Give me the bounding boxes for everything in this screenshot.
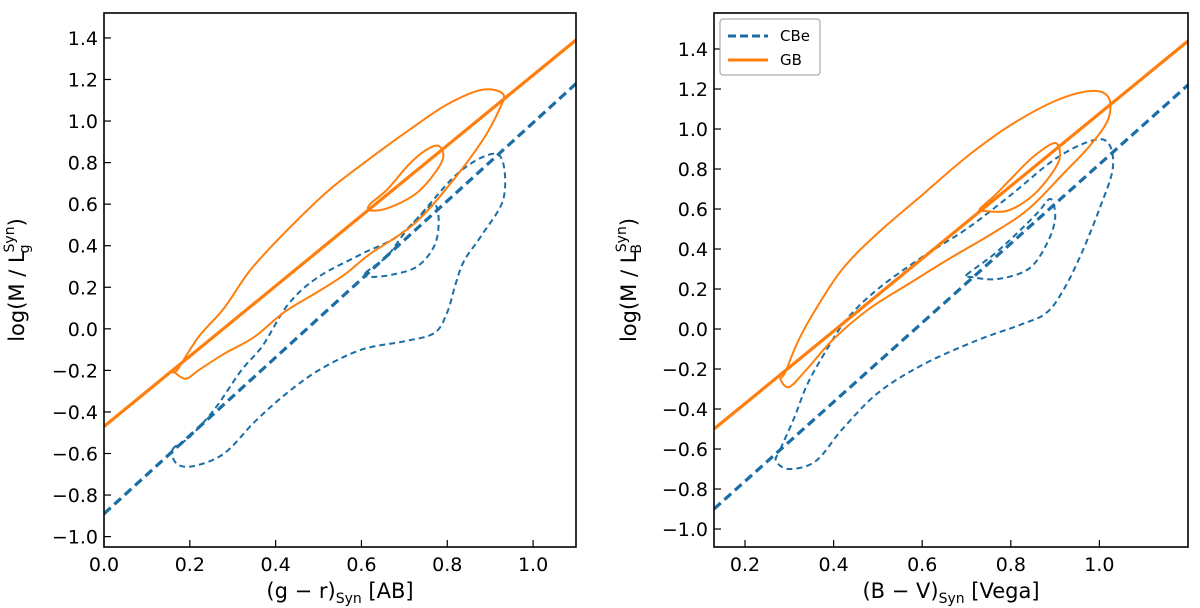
gb-contour-inner-left <box>366 144 445 212</box>
x-tick-label-right: 0.4 <box>818 554 848 576</box>
x-tick-label-right: 0.2 <box>730 554 760 576</box>
y-tick-label-right: 1.2 <box>678 79 708 101</box>
x-tick-label-left: 1.0 <box>518 554 548 576</box>
y-axis-label-right: log(M / LBSyn) <box>614 218 645 342</box>
x-axis-label-left: (g − r)Syn [AB] <box>266 579 413 607</box>
y-tick-label-left: 0.8 <box>68 153 98 175</box>
y-tick-label-left: 1.4 <box>68 28 98 50</box>
chart-left: 0.0 0.2 0.4 0.6 0.8 1.0 −1.0 −0.8 −0.6 −0.4 −0.2 0.… <box>2 12 577 607</box>
ticks-left: 0.0 0.2 0.4 0.6 0.8 1.0 −1.0 −0.8 −0.6 −0.4 −0.2 0.… <box>52 28 548 576</box>
x-tick-label-left: 0.4 <box>261 554 291 576</box>
y-tick-label-left: 1.0 <box>68 111 98 133</box>
y-axis-label-suffix-left: ) <box>5 218 29 226</box>
y-tick-label-left: 1.2 <box>68 69 98 91</box>
gb-contour-inner-right <box>978 142 1062 213</box>
gb-fit-line-left <box>104 38 576 428</box>
y-tick-label-right: −0.6 <box>662 439 708 461</box>
x-tick-label-right: 0.6 <box>907 554 937 576</box>
plot-area-right <box>714 39 1188 511</box>
y-axis-label-sup-right: Syn <box>614 226 630 252</box>
x-axis-label-suffix-left: [AB] <box>362 579 414 603</box>
y-axis-label-sub-right: B <box>629 244 645 253</box>
cbe-contour-inner-left <box>363 203 440 278</box>
y-tick-label-left: 0.2 <box>68 277 98 299</box>
y-axis-label-sub-left: g <box>17 244 33 253</box>
y-tick-label-right: 0.6 <box>678 199 708 221</box>
y-tick-label-left: 0.4 <box>68 236 98 258</box>
x-axis-label-suffix-right: [Vega] <box>965 579 1040 603</box>
cbe-contour-outer-left <box>170 152 507 468</box>
cbe-fit-line-left <box>104 82 576 515</box>
x-tick-label-left: 0.8 <box>432 554 462 576</box>
y-tick-label-right: −0.4 <box>662 399 708 421</box>
chart-right: 0.2 0.4 0.6 0.8 1.0 −1.0 −0.8 −0.6 −0.4 −0.2 0.0 0.… <box>614 12 1189 607</box>
x-axis-label-sub-left: Syn <box>336 591 362 607</box>
y-tick-label-left: −0.2 <box>52 360 98 382</box>
y-tick-label-left: 0.6 <box>68 194 98 216</box>
y-tick-label-right: −1.0 <box>662 519 708 541</box>
x-tick-label-left: 0.6 <box>346 554 376 576</box>
axes-frame-right <box>713 12 1189 548</box>
gb-contour-outer-right <box>779 89 1112 389</box>
y-tick-label-left: −0.8 <box>52 485 98 507</box>
ticks-right: 0.2 0.4 0.6 0.8 1.0 −1.0 −0.8 −0.6 −0.4 −0.2 0.0 0.… <box>662 39 1115 576</box>
y-tick-label-right: 0.2 <box>678 279 708 301</box>
y-tick-label-right: 0.0 <box>678 319 708 341</box>
y-tick-label-right: −0.8 <box>662 479 708 501</box>
x-tick-label-right: 1.0 <box>1084 554 1114 576</box>
y-tick-label-left: −0.4 <box>52 402 98 424</box>
y-tick-label-right: 1.4 <box>678 39 708 61</box>
y-tick-label-right: −0.2 <box>662 359 708 381</box>
cbe-fit-line-right <box>714 83 1188 511</box>
gb-contour-outer-left <box>171 88 506 380</box>
plot-area-left <box>104 38 576 515</box>
gb-fit-line-right <box>714 39 1188 431</box>
x-tick-label-left: 0.0 <box>89 554 119 576</box>
x-tick-label-left: 0.2 <box>175 554 205 576</box>
x-tick-label-right: 0.8 <box>996 554 1026 576</box>
y-tick-label-right: 1.0 <box>678 119 708 141</box>
cbe-contour-inner-right <box>963 197 1057 281</box>
y-axis-label-suffix-right: ) <box>617 218 641 226</box>
x-axis-label-sub-right: Syn <box>939 591 965 607</box>
y-tick-label-left: −1.0 <box>52 527 98 549</box>
legend-label-cbe: CBe <box>780 27 810 45</box>
y-tick-label-left: −0.6 <box>52 443 98 465</box>
y-axis-label-left: log(M / LgSyn) <box>2 218 33 342</box>
y-axis-label-sup-left: Syn <box>2 226 18 252</box>
y-tick-label-right: 0.4 <box>678 239 708 261</box>
y-tick-label-right: 0.8 <box>678 159 708 181</box>
x-axis-label-right: (B − V)Syn [Vega] <box>862 579 1039 607</box>
axes-frame-left <box>103 12 577 548</box>
legend: CBe GB <box>719 18 821 76</box>
legend-label-gb: GB <box>780 51 802 69</box>
y-tick-label-left: 0.0 <box>68 319 98 341</box>
